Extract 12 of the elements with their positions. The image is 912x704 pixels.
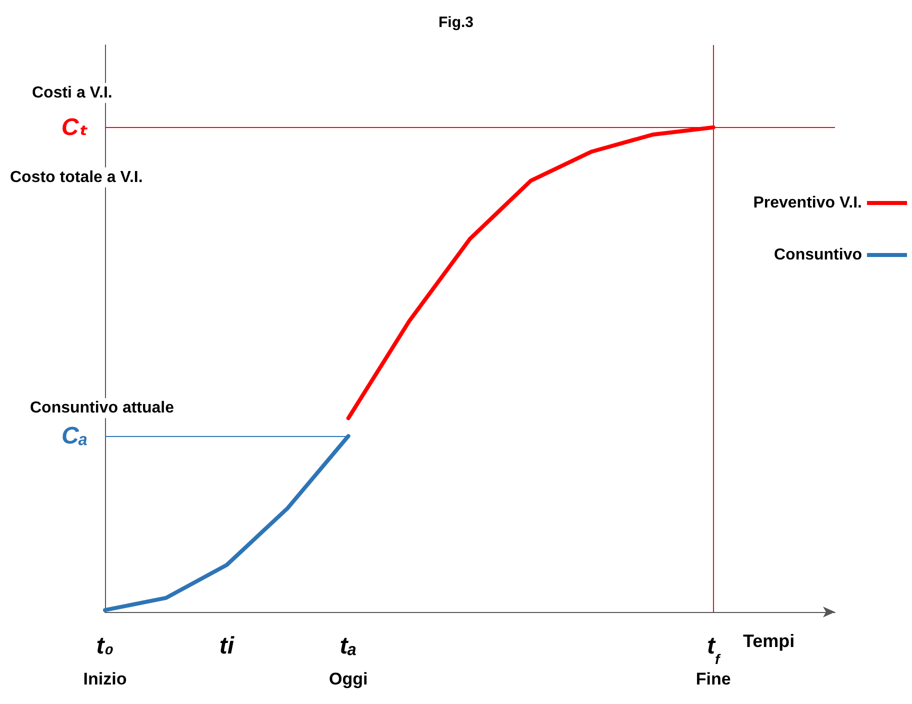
x-tick-label: t₀ Inizio [83, 632, 127, 688]
ref-line-label: Cₐ [61, 422, 88, 450]
x-tick-label: ti [219, 632, 236, 660]
chart-title: Fig.3 [438, 14, 474, 31]
x-tick-label: tₐ Oggi [328, 632, 368, 688]
legend-label: Preventivo V.I. [753, 194, 862, 212]
annotation: Costo totale a V.I. [10, 168, 143, 186]
ref-line-label: Cₜ [61, 114, 88, 141]
annotation: Consuntivo attuale [30, 400, 174, 417]
x-axis-title: Tempi [743, 631, 795, 651]
y-axis-title: Costi a V.I. [32, 84, 112, 102]
legend-label: Consuntivo [774, 246, 862, 264]
